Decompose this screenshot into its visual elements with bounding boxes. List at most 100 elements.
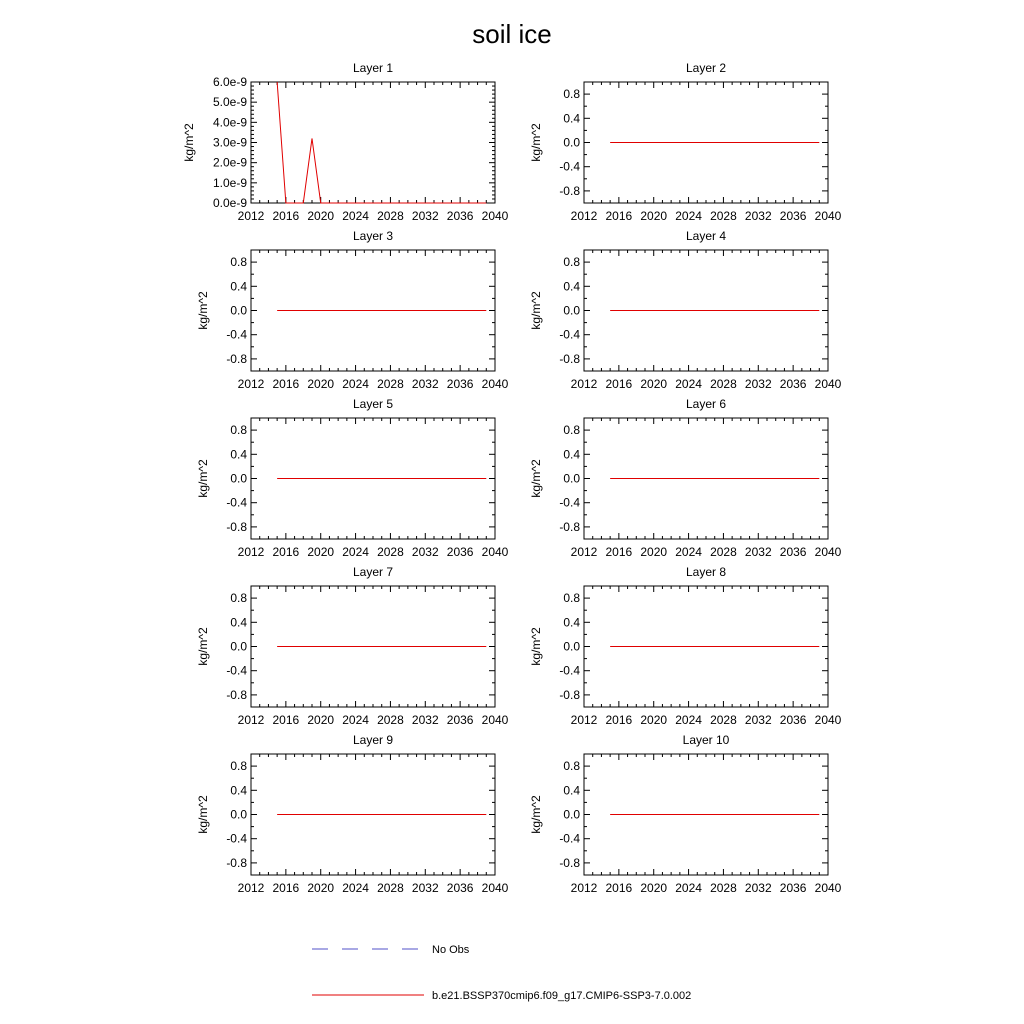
- panel-title-layer-9: Layer 9: [353, 733, 393, 747]
- panel-layer-2: Layer 2 2012 2016 2020 2024 2028 2032 2036 2040 -…: [529, 61, 842, 223]
- x-tick-label-layer-1: 2012: [238, 209, 265, 223]
- x-tick-label-layer-8: 2028: [710, 713, 737, 727]
- x-tick-label-layer-4: 2020: [640, 377, 667, 391]
- y-tick-label-layer-2: 0.8: [563, 87, 580, 101]
- x-tick-label-layer-10: 2032: [745, 881, 772, 895]
- x-tick-label-layer-3: 2020: [307, 377, 334, 391]
- x-tick-label-layer-10: 2016: [606, 881, 633, 895]
- plot-frame-layer-1: [250, 81, 496, 204]
- y-tick-label-layer-10: 0.8: [563, 759, 580, 773]
- x-tick-label-layer-5: 2024: [342, 545, 369, 559]
- panel-layer-5: Layer 5 2012 2016 2020 2024 2028 2032 2036 2040 -…: [196, 397, 509, 559]
- panel-layer-8: Layer 8 2012 2016 2020 2024 2028 2032 2036 2040 -…: [529, 565, 842, 727]
- panels-grid: Layer 1 2012 2016 2020 2024 2028 2032 2036 2040 0…: [182, 61, 842, 895]
- x-tick-label-layer-1: 2020: [307, 209, 334, 223]
- x-tick-label-layer-3: 2024: [342, 377, 369, 391]
- y-tick-label-layer-9: 0.8: [230, 759, 247, 773]
- x-tick-label-layer-8: 2020: [640, 713, 667, 727]
- y-tick-label-layer-8: -0.4: [559, 664, 580, 678]
- x-tick-label-layer-2: 2040: [815, 209, 842, 223]
- x-tick-label-layer-3: 2016: [273, 377, 300, 391]
- x-tick-label-layer-4: 2028: [710, 377, 737, 391]
- y-tick-label-layer-1: 1.0e-9: [213, 176, 247, 190]
- y-tick-label-layer-8: 0.4: [563, 615, 580, 629]
- x-tick-label-layer-4: 2024: [675, 377, 702, 391]
- y-tick-label-layer-3: 0.0: [230, 304, 247, 318]
- panel-title-layer-10: Layer 10: [683, 733, 730, 747]
- y-tick-label-layer-7: 0.4: [230, 615, 247, 629]
- x-tick-label-layer-7: 2024: [342, 713, 369, 727]
- x-tick-label-layer-8: 2036: [780, 713, 807, 727]
- y-tick-label-layer-5: 0.8: [230, 423, 247, 437]
- x-tick-label-layer-3: 2028: [377, 377, 404, 391]
- y-axis-label-layer-3: kg/m^2: [196, 291, 210, 330]
- panel-layer-7: Layer 7 2012 2016 2020 2024 2028 2032 2036 2040 -…: [196, 565, 509, 727]
- x-tick-label-layer-7: 2012: [238, 713, 265, 727]
- y-axis-label-layer-1: kg/m^2: [182, 123, 196, 162]
- panel-layer-1: Layer 1 2012 2016 2020 2024 2028 2032 2036 2040 0…: [182, 61, 509, 223]
- x-tick-label-layer-8: 2012: [571, 713, 598, 727]
- x-tick-label-layer-9: 2032: [412, 881, 439, 895]
- x-tick-label-layer-4: 2032: [745, 377, 772, 391]
- x-tick-label-layer-6: 2040: [815, 545, 842, 559]
- x-tick-label-layer-7: 2036: [447, 713, 474, 727]
- y-axis-label-layer-10: kg/m^2: [529, 795, 543, 834]
- panel-title-layer-3: Layer 3: [353, 229, 393, 243]
- x-tick-label-layer-4: 2036: [780, 377, 807, 391]
- x-tick-label-layer-5: 2020: [307, 545, 334, 559]
- y-tick-label-layer-6: 0.8: [563, 423, 580, 437]
- x-tick-label-layer-5: 2016: [273, 545, 300, 559]
- x-tick-label-layer-3: 2032: [412, 377, 439, 391]
- y-tick-label-layer-1: 5.0e-9: [213, 95, 247, 109]
- y-tick-label-layer-8: 0.8: [563, 591, 580, 605]
- x-tick-label-layer-5: 2032: [412, 545, 439, 559]
- y-tick-label-layer-1: 2.0e-9: [213, 156, 247, 170]
- x-tick-label-layer-8: 2016: [606, 713, 633, 727]
- y-tick-label-layer-3: 0.8: [230, 255, 247, 269]
- y-tick-label-layer-2: -0.4: [559, 160, 580, 174]
- legend-obs-label: No Obs: [432, 944, 470, 956]
- y-tick-label-layer-8: -0.8: [559, 688, 580, 702]
- y-tick-label-layer-3: 0.4: [230, 279, 247, 293]
- y-tick-label-layer-7: -0.4: [226, 664, 247, 678]
- y-axis-label-layer-5: kg/m^2: [196, 459, 210, 498]
- x-tick-label-layer-2: 2028: [710, 209, 737, 223]
- x-tick-label-layer-9: 2012: [238, 881, 265, 895]
- x-tick-label-layer-1: 2016: [273, 209, 300, 223]
- legend-model-label: b.e21.BSSP370cmip6.f09_g17.CMIP6-SSP3-7.…: [432, 990, 691, 1002]
- panel-layer-6: Layer 6 2012 2016 2020 2024 2028 2032 2036 2040 -…: [529, 397, 842, 559]
- x-tick-label-layer-2: 2032: [745, 209, 772, 223]
- y-tick-label-layer-5: -0.4: [226, 496, 247, 510]
- x-tick-label-layer-9: 2028: [377, 881, 404, 895]
- y-tick-label-layer-9: 0.4: [230, 783, 247, 797]
- y-tick-label-layer-1: 4.0e-9: [213, 115, 247, 129]
- y-tick-label-layer-6: -0.8: [559, 520, 580, 534]
- y-axis-label-layer-6: kg/m^2: [529, 459, 543, 498]
- y-axis-label-layer-2: kg/m^2: [529, 123, 543, 162]
- x-tick-label-layer-5: 2040: [482, 545, 509, 559]
- x-tick-label-layer-1: 2028: [377, 209, 404, 223]
- x-tick-label-layer-9: 2036: [447, 881, 474, 895]
- panel-title-layer-4: Layer 4: [686, 229, 726, 243]
- x-tick-label-layer-9: 2020: [307, 881, 334, 895]
- y-tick-label-layer-10: 0.4: [563, 783, 580, 797]
- y-tick-label-layer-4: -0.4: [559, 328, 580, 342]
- y-tick-label-layer-6: 0.0: [563, 472, 580, 486]
- x-tick-label-layer-3: 2040: [482, 377, 509, 391]
- panel-title-layer-1: Layer 1: [353, 61, 393, 75]
- x-tick-label-layer-10: 2024: [675, 881, 702, 895]
- figure-title: soil ice: [472, 19, 551, 49]
- y-axis-label-layer-9: kg/m^2: [196, 795, 210, 834]
- y-tick-label-layer-4: 0.8: [563, 255, 580, 269]
- y-tick-label-layer-8: 0.0: [563, 640, 580, 654]
- y-tick-label-layer-4: -0.8: [559, 352, 580, 366]
- x-tick-label-layer-10: 2040: [815, 881, 842, 895]
- x-tick-label-layer-3: 2012: [238, 377, 265, 391]
- y-tick-label-layer-10: -0.8: [559, 856, 580, 870]
- y-axis-label-layer-7: kg/m^2: [196, 627, 210, 666]
- y-tick-label-layer-6: 0.4: [563, 447, 580, 461]
- x-tick-label-layer-9: 2024: [342, 881, 369, 895]
- y-tick-label-layer-3: -0.8: [226, 352, 247, 366]
- x-tick-label-layer-9: 2040: [482, 881, 509, 895]
